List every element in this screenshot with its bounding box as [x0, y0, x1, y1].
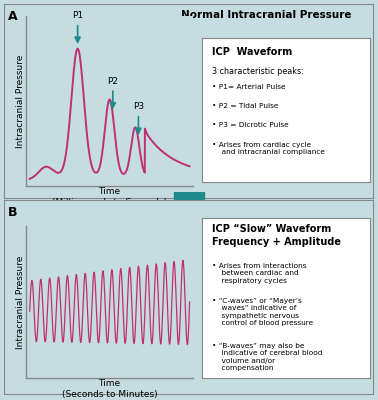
Text: ICP “Slow” Waveform
Frequency + Amplitude: ICP “Slow” Waveform Frequency + Amplitud… [212, 224, 341, 247]
Text: • Arises from cardiac cycle
    and intracranial compliance: • Arises from cardiac cycle and intracra… [212, 142, 325, 155]
Text: • P3 = Dicrotic Pulse: • P3 = Dicrotic Pulse [212, 122, 289, 128]
Text: P3: P3 [133, 102, 144, 133]
Text: • P1= Arterial Pulse: • P1= Arterial Pulse [212, 84, 286, 90]
Text: • Arises from interactions
    between cardiac and
    respiratory cycles: • Arises from interactions between cardi… [212, 263, 307, 284]
X-axis label: Time
(Milliseconds to Seconds): Time (Milliseconds to Seconds) [52, 187, 167, 207]
Text: ICP  Waveform: ICP Waveform [212, 47, 293, 57]
Text: P1: P1 [72, 11, 83, 42]
Text: • “C-waves” or “Mayer’s
    waves” indicative of
    sympathetic nervous
    con: • “C-waves” or “Mayer’s waves” indicativ… [212, 298, 313, 326]
Text: A: A [8, 10, 17, 23]
Text: 3 characteristic peaks:: 3 characteristic peaks: [212, 67, 304, 76]
Text: • P2 = Tidal Pulse: • P2 = Tidal Pulse [212, 103, 279, 109]
Y-axis label: Intracranial Pressure: Intracranial Pressure [16, 54, 25, 148]
Text: B: B [8, 206, 17, 219]
Text: Normal Intracranial Pressure: Normal Intracranial Pressure [181, 10, 352, 20]
X-axis label: Time
(Seconds to Minutes): Time (Seconds to Minutes) [62, 379, 157, 399]
Y-axis label: Intracranial Pressure: Intracranial Pressure [16, 255, 25, 349]
Polygon shape [155, 212, 223, 224]
Text: • “B-waves” may also be
    indicative of cerebral blood
    volume and/or
    c: • “B-waves” may also be indicative of ce… [212, 343, 323, 371]
Text: P2: P2 [107, 76, 118, 108]
